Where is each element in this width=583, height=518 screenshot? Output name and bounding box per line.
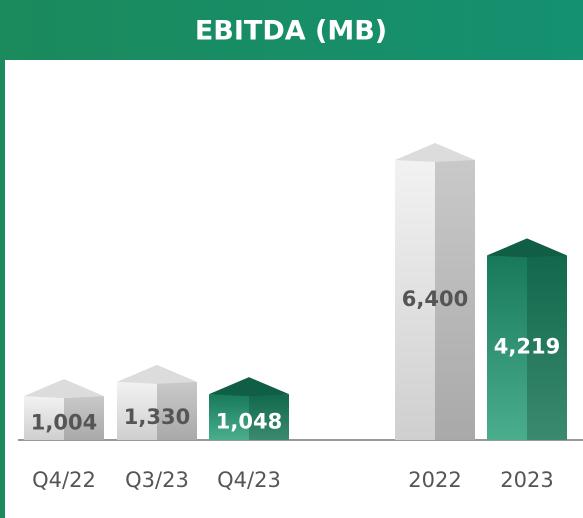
bar-side	[157, 381, 197, 440]
bar-front	[117, 381, 157, 440]
value-label: 4,219	[494, 335, 560, 359]
value-label: 1,330	[124, 405, 190, 429]
bar-side	[249, 394, 289, 440]
bar-front	[395, 160, 435, 440]
x-tick-label: 2022	[408, 468, 461, 492]
bar-side	[527, 255, 567, 440]
title-banner	[0, 0, 583, 60]
left-border	[0, 0, 5, 518]
value-label: 6,400	[402, 287, 468, 311]
bar-cap	[209, 377, 289, 397]
bar-side	[64, 396, 104, 440]
bar-cap	[487, 238, 567, 258]
bar-front	[24, 396, 64, 440]
bar-cap	[24, 379, 104, 399]
x-tick-label: Q4/22	[32, 468, 96, 492]
bar-front	[487, 255, 527, 440]
x-tick-label: Q3/23	[125, 468, 189, 492]
bar-front	[209, 394, 249, 440]
bar-cap	[117, 364, 197, 384]
value-label: 1,048	[216, 410, 282, 434]
bar-cap	[395, 143, 475, 162]
bar-side	[435, 160, 475, 440]
x-tick-label: Q4/23	[217, 468, 281, 492]
chart-title: EBITDA (MB)	[195, 16, 387, 47]
value-label: 1,004	[31, 410, 97, 434]
x-tick-label: 2023	[500, 468, 553, 492]
